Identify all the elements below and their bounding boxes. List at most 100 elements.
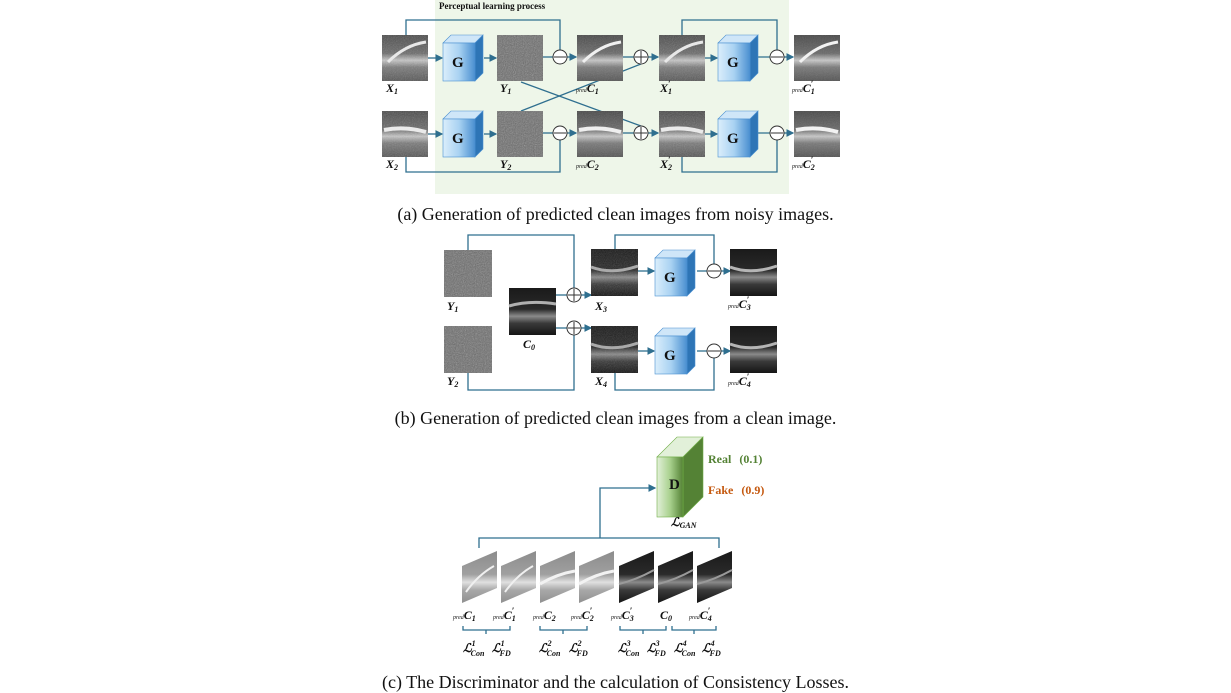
image-b-y2: [444, 326, 492, 373]
label-y2: Y2: [500, 157, 511, 172]
panel-a-row2-connections: [405, 129, 795, 173]
generator-label: G: [727, 131, 739, 147]
perceptual-learning-title: Perceptual learning process: [439, 1, 546, 11]
image-x1-prime: [659, 35, 705, 81]
generator-label: G: [452, 131, 464, 147]
minus-operator-icon: [552, 125, 568, 141]
stack-label-pred-c1: predC1: [452, 608, 476, 623]
plus-operator-icon: [566, 287, 582, 303]
generator-label: G: [664, 270, 676, 286]
caption-a: (a) Generation of predicted clean images…: [397, 204, 834, 224]
caption-c: (c) The Discriminator and the calculatio…: [381, 672, 850, 692]
panel-c-image-labels: predC1 predC1′ predC2 predC2′ predC3′ C0…: [452, 606, 712, 623]
stack-image-c0: [657, 551, 694, 603]
generator-label: G: [452, 55, 464, 71]
loss-fd-1: ℒ1 FD: [492, 639, 511, 658]
generator-block-b1: G: [654, 249, 696, 297]
image-pred-c3-prime: [729, 249, 778, 296]
image-x3: [590, 249, 639, 296]
label-c0: C0: [523, 337, 535, 352]
stack-label-pred-c2: predC2: [532, 608, 556, 623]
plus-operator-icon: [633, 125, 649, 141]
stack-label-pred-c4-prime: predC4′: [688, 606, 712, 623]
discriminator-block: D: [656, 436, 704, 518]
image-pred-c1-prime: [794, 35, 840, 81]
loss-con-2: ℒ2 Con: [539, 639, 561, 658]
real-label: Real (0.1): [708, 452, 762, 466]
panel-a-operators: [552, 49, 785, 141]
image-y1: [497, 35, 543, 81]
generator-block-a4: G: [717, 110, 759, 158]
image-x1: [382, 35, 428, 81]
stack-image-pred-c1: [462, 551, 497, 603]
label-x4: X4: [594, 374, 607, 389]
image-c0: [508, 288, 557, 335]
panel-b-connections: [467, 234, 732, 391]
image-x2-prime: [659, 111, 705, 157]
plus-operator-icon: [633, 49, 649, 65]
minus-operator-icon: [769, 125, 785, 141]
image-pred-c2: [577, 111, 623, 157]
loss-con-1: ℒ1 Con: [463, 639, 485, 658]
plus-operator-icon: [566, 320, 582, 336]
label-pred-c2: predC2: [575, 157, 599, 172]
gan-loss-label: ℒGAN: [671, 515, 698, 530]
loss-fd-3: ℒ3 FD: [647, 639, 666, 658]
stack-image-pred-c2: [539, 551, 576, 603]
stack-label-pred-c3-prime: predC3′: [610, 606, 634, 623]
image-x4: [590, 326, 639, 373]
panel-c-losses: ℒ1 Con ℒ1 FD ℒ2 Con ℒ2 FD ℒ3 Con ℒ3 FD ℒ4 Con ℒ…: [463, 639, 721, 658]
minus-operator-icon: [706, 263, 722, 279]
generator-label: G: [664, 348, 676, 364]
image-x2: [382, 111, 428, 157]
loss-con-3: ℒ3 Con: [618, 639, 640, 658]
stack-label-pred-c1-prime: predC1′: [492, 606, 516, 623]
loss-fd-2: ℒ2 FD: [569, 639, 588, 658]
image-b-y1: [444, 250, 492, 297]
loss-con-4: ℒ4 Con: [674, 639, 696, 658]
label-y1: Y1: [500, 81, 511, 96]
generator-block-a2: G: [442, 110, 484, 158]
image-pred-c2-prime: [794, 111, 840, 157]
label-pred-c1-prime: predC1′: [791, 79, 815, 96]
label-pred-c1: predC1: [575, 81, 599, 96]
image-y2: [497, 111, 543, 157]
label-x3: X3: [594, 299, 607, 314]
label-pred-c3-prime: predC3′: [727, 295, 751, 312]
generator-label: G: [727, 55, 739, 71]
minus-operator-icon: [769, 49, 785, 65]
discriminator-label: D: [669, 477, 680, 493]
minus-operator-icon: [552, 49, 568, 65]
stack-label-c0: C0: [660, 608, 672, 623]
generator-block-a3: G: [717, 34, 759, 82]
label-b-y2: Y2: [447, 374, 458, 389]
label-x2: X2: [385, 157, 398, 172]
panel-b-operators: [566, 263, 722, 359]
label-x1-prime: X1′: [659, 79, 672, 96]
panel-b-labels: Y1 Y2 C0 X3 X4 predC3′ predC4′: [447, 295, 751, 389]
stack-label-pred-c2-prime: predC2′: [570, 606, 594, 623]
stack-image-pred-c4-prime: [696, 551, 733, 603]
panel-c: D Real (0.1) Fake (0.9) ℒGAN: [452, 436, 764, 658]
fake-label: Fake (0.9): [708, 483, 764, 497]
stack-image-pred-c1-prime: [501, 551, 536, 603]
generator-block-a1: G: [442, 34, 484, 82]
stack-image-pred-c2-prime: [578, 551, 615, 603]
label-pred-c2-prime: predC2′: [791, 155, 815, 172]
label-pred-c4-prime: predC4′: [727, 372, 751, 389]
generator-block-b2: G: [654, 327, 696, 375]
stack-image-pred-c3-prime: [618, 551, 655, 603]
loss-fd-4: ℒ4 FD: [702, 639, 721, 658]
label-b-y1: Y1: [447, 299, 458, 314]
panel-c-connections: [462, 484, 720, 634]
image-pred-c4-prime: [729, 326, 778, 373]
label-x1: X1: [385, 81, 398, 96]
panel-b: G G Y1 Y2 C0 X3 X4 predC3′ predC4′: [444, 234, 778, 391]
panel-a-labels: X1 Y1 predC1 X1′ predC1′ X2 Y2 predC2 X2…: [385, 79, 815, 172]
caption-b: (b) Generation of predicted clean images…: [394, 408, 837, 428]
perceptual-learning-region: [435, 0, 789, 194]
panel-a: Perceptual learning process: [382, 0, 840, 194]
image-pred-c1: [577, 35, 623, 81]
label-x2-prime: X2′: [659, 155, 672, 172]
